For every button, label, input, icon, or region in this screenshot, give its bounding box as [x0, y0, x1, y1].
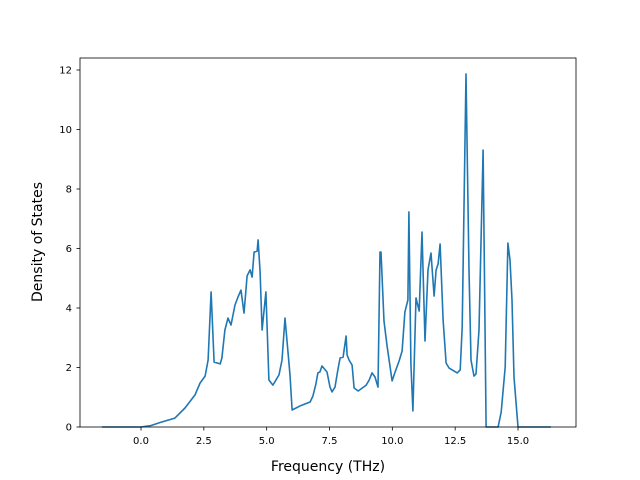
x-tick-label: 0.0: [133, 436, 149, 447]
x-tick-label: 10.0: [381, 436, 403, 447]
dos-line: [102, 73, 551, 428]
y-tick-label: 12: [59, 66, 72, 77]
plot-area: [79, 57, 577, 428]
y-axis-label: Density of States: [30, 182, 46, 302]
y-tick-label: 0: [66, 423, 72, 434]
y-tick-label: 10: [59, 125, 72, 136]
y-tick-label: 4: [66, 304, 72, 315]
x-tick-label: 15.0: [507, 436, 529, 447]
x-axis-ticks: 0.0 2.5 5.0 7.5 10.0 12.5 15.0: [133, 427, 529, 447]
x-tick-label: 7.5: [322, 436, 338, 447]
y-tick-label: 2: [66, 363, 72, 374]
y-axis-ticks: 0 2 4 6 8 10 12: [59, 66, 80, 434]
y-tick-label: 6: [66, 244, 72, 255]
x-axis-label: Frequency (THz): [271, 459, 385, 475]
y-tick-label: 8: [66, 185, 72, 196]
plot-frame: [79, 57, 577, 428]
x-tick-label: 12.5: [444, 436, 466, 447]
x-tick-label: 2.5: [196, 436, 212, 447]
x-tick-label: 5.0: [259, 436, 275, 447]
plot-background: [80, 58, 576, 427]
